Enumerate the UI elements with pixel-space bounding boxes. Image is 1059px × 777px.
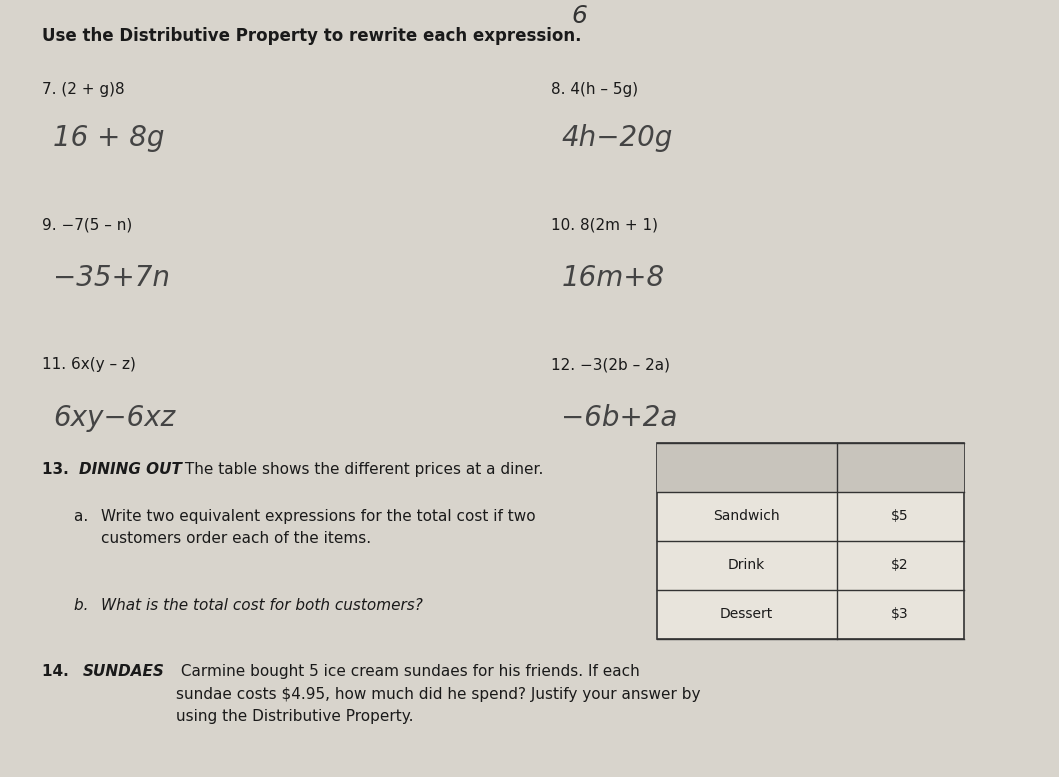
Text: 7. (2 + g)8: 7. (2 + g)8 (42, 82, 125, 96)
Text: 16m+8: 16m+8 (561, 264, 664, 292)
Text: Drink: Drink (728, 558, 766, 573)
Text: 12. −3(2b – 2a): 12. −3(2b – 2a) (551, 357, 669, 372)
Text: Item: Item (729, 460, 765, 475)
Text: Dessert: Dessert (720, 607, 773, 622)
Text: $2: $2 (892, 558, 909, 573)
Text: Use the Distributive Property to rewrite each expression.: Use the Distributive Property to rewrite… (42, 27, 581, 45)
Text: 11. 6x(y – z): 11. 6x(y – z) (42, 357, 137, 372)
Text: $3: $3 (892, 607, 909, 622)
Text: The table shows the different prices at a diner.: The table shows the different prices at … (180, 462, 543, 477)
Text: 4h−20g: 4h−20g (561, 124, 672, 152)
Text: 6: 6 (572, 4, 588, 28)
Text: 9. −7(5 – n): 9. −7(5 – n) (42, 218, 132, 232)
Text: b.: b. (74, 598, 93, 613)
Text: Cost ($): Cost ($) (869, 460, 931, 475)
Bar (657, 443, 964, 492)
Text: What is the total cost for both customers?: What is the total cost for both customer… (101, 598, 423, 613)
Text: −35+7n: −35+7n (53, 264, 169, 292)
Text: a.: a. (74, 509, 93, 524)
Text: 14.: 14. (42, 664, 74, 679)
Text: Sandwich: Sandwich (714, 509, 779, 524)
Text: Write two equivalent expressions for the total cost if two
customers order each : Write two equivalent expressions for the… (101, 509, 535, 546)
Text: 13.: 13. (42, 462, 74, 477)
Text: DINING OUT: DINING OUT (79, 462, 182, 477)
Text: Carmine bought 5 ice cream sundaes for his friends. If each
sundae costs $4.95, : Carmine bought 5 ice cream sundaes for h… (176, 664, 700, 723)
Text: 8. 4(h – 5g): 8. 4(h – 5g) (551, 82, 638, 96)
Text: SUNDAES: SUNDAES (83, 664, 164, 679)
Bar (657, 443, 964, 639)
Text: 6xy−6xz: 6xy−6xz (53, 404, 175, 432)
Text: −6b+2a: −6b+2a (561, 404, 678, 432)
Text: 16 + 8g: 16 + 8g (53, 124, 164, 152)
Text: 10. 8(2m + 1): 10. 8(2m + 1) (551, 218, 658, 232)
Text: $5: $5 (892, 509, 909, 524)
